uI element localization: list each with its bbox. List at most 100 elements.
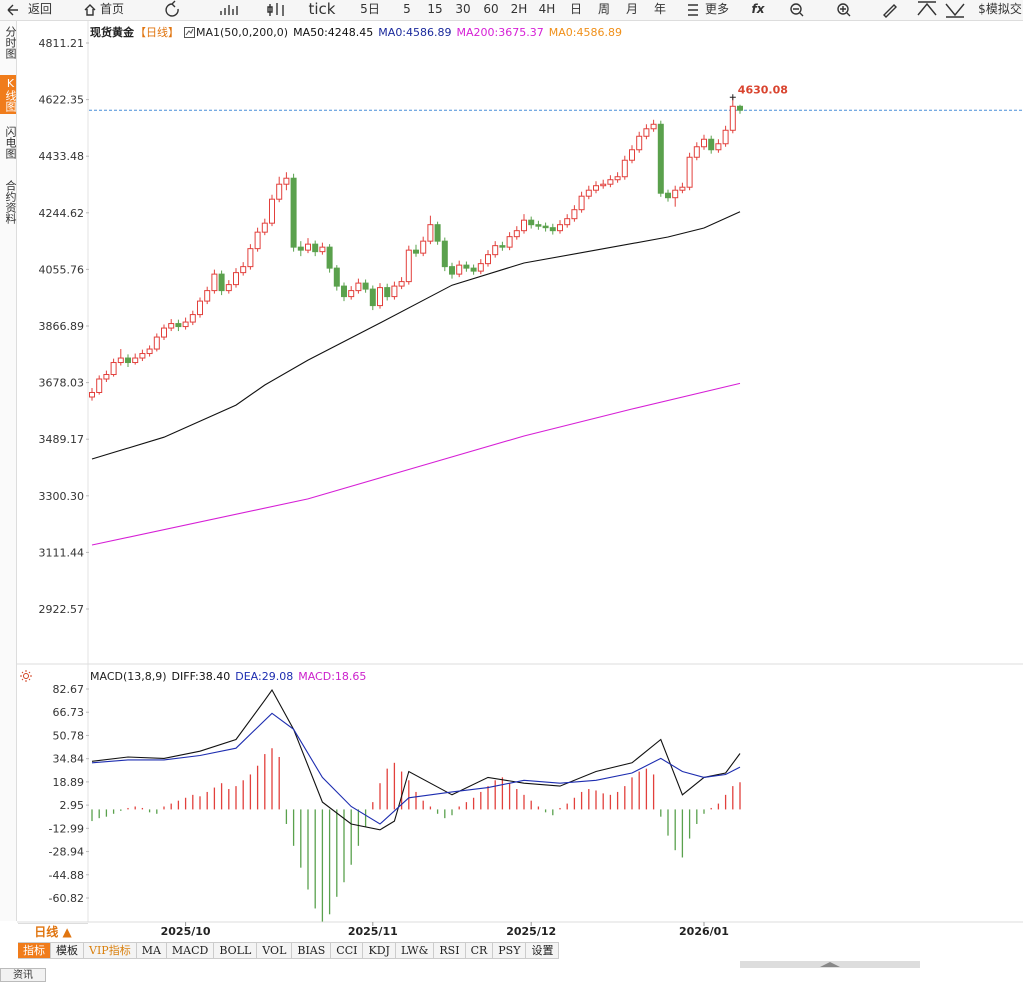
indicator-tab[interactable]: VIP指标 bbox=[84, 942, 137, 959]
candle-body bbox=[233, 272, 239, 286]
toolbar-button[interactable]: 日 bbox=[569, 2, 583, 16]
candle-body bbox=[636, 135, 643, 151]
candle-body bbox=[326, 246, 333, 269]
y-tick-label: 4244.62 bbox=[39, 207, 85, 220]
indicator-tab[interactable]: PSY bbox=[493, 942, 527, 959]
candle-body bbox=[477, 263, 484, 272]
candle-body bbox=[319, 246, 326, 253]
toolbar-button[interactable]: 60 bbox=[483, 2, 499, 16]
candle-body bbox=[593, 185, 599, 191]
candle-body bbox=[384, 287, 391, 298]
news-tab[interactable]: 资讯 bbox=[0, 968, 46, 982]
peak-marker bbox=[729, 94, 736, 101]
toolbar-button[interactable]: 30 bbox=[455, 2, 471, 16]
legend-entry: MA200:3675.37 bbox=[456, 25, 544, 39]
candle-body bbox=[737, 105, 743, 111]
candle-body bbox=[729, 105, 736, 131]
candle-body bbox=[513, 230, 520, 238]
toolbar-button[interactable]: fx bbox=[751, 2, 765, 16]
macd-icon bbox=[20, 670, 32, 682]
y-tick-label: -28.94 bbox=[49, 846, 84, 859]
y-tick-label: 3489.17 bbox=[39, 433, 85, 446]
candle-body bbox=[333, 267, 340, 287]
indicator-tab[interactable]: BIAS bbox=[292, 942, 332, 959]
candle-body bbox=[290, 177, 297, 248]
side-tab[interactable]: 合约资料 bbox=[4, 180, 17, 224]
y-tick-label: 2922.57 bbox=[39, 603, 85, 616]
y-tick-label: 3866.89 bbox=[39, 320, 85, 333]
toolbar-button[interactable]: 2H bbox=[510, 2, 528, 16]
candle-body bbox=[197, 300, 203, 316]
candle-body bbox=[110, 362, 117, 376]
candle-body bbox=[218, 273, 225, 292]
indicator-tab[interactable]: 模板 bbox=[51, 942, 84, 959]
y-tick-label: 2.95 bbox=[60, 799, 85, 812]
toolbar-button[interactable]: $模拟交 bbox=[978, 2, 1022, 16]
indicator-tab[interactable]: CR bbox=[465, 942, 494, 959]
candle-body bbox=[463, 264, 470, 269]
candle-body bbox=[600, 183, 607, 187]
period-selector[interactable]: 日线 ▲ bbox=[18, 923, 88, 941]
side-tab[interactable]: K线图 bbox=[0, 75, 17, 114]
legend-entry: DEA:29.08 bbox=[235, 670, 294, 683]
toolbar-button[interactable]: 15 bbox=[427, 2, 443, 16]
candle-body bbox=[449, 266, 455, 275]
candle-body bbox=[341, 285, 347, 298]
line bbox=[91, 211, 741, 460]
indicator-tab[interactable]: 设置 bbox=[526, 942, 560, 959]
toolbar-button[interactable]: 4H bbox=[538, 2, 556, 16]
candle-body bbox=[369, 288, 376, 307]
indicator-tab[interactable]: BOLL bbox=[214, 942, 258, 959]
candle-body bbox=[672, 189, 679, 199]
side-tab[interactable]: 分时图 bbox=[4, 26, 17, 59]
candle-body bbox=[305, 243, 311, 251]
candle-body bbox=[578, 195, 585, 211]
candle-body bbox=[571, 209, 578, 220]
y-tick-label: 4055.76 bbox=[39, 263, 85, 276]
candle-body bbox=[175, 323, 182, 328]
candle-body bbox=[665, 192, 671, 199]
indicator-tab[interactable]: MA bbox=[136, 942, 167, 959]
indicator-tabs: 指标 模板 VIP指标 MA MACD BOLL VOL BIAS CCI KDJ LW& RSI CR… bbox=[18, 942, 560, 959]
toolbar-button[interactable]: 5日 bbox=[360, 2, 380, 16]
toolbar-button[interactable]: 月 bbox=[625, 2, 639, 16]
candle-body bbox=[348, 290, 355, 298]
candle-body bbox=[204, 290, 211, 302]
candle-body bbox=[398, 281, 405, 287]
candle-body bbox=[427, 224, 434, 242]
legend-entry: DIFF:38.40 bbox=[171, 670, 231, 683]
toolbar-icons bbox=[7, 0, 965, 18]
toolbar-button[interactable]: 5 bbox=[403, 2, 411, 16]
indicator-tab[interactable]: CCI bbox=[331, 942, 364, 959]
toolbar-button[interactable]: 年 bbox=[653, 2, 667, 16]
line bbox=[91, 382, 741, 546]
candle-body bbox=[657, 123, 664, 194]
y-tick-label: 34.84 bbox=[53, 753, 85, 766]
indicator-tab[interactable]: KDJ bbox=[363, 942, 396, 959]
toolbar-button[interactable]: 周 bbox=[597, 2, 611, 16]
indicator-tab[interactable]: MACD bbox=[166, 942, 215, 959]
toolbar-button[interactable]: 返回 bbox=[27, 2, 53, 16]
indicator-tab[interactable]: LW& bbox=[395, 942, 435, 959]
candle-body bbox=[650, 123, 657, 130]
scroll-handle[interactable] bbox=[820, 962, 840, 967]
candle-body bbox=[276, 183, 283, 200]
candle-body bbox=[377, 287, 383, 307]
indicator-tab[interactable]: 指标 bbox=[18, 942, 51, 959]
toolbar-button[interactable]: tick bbox=[308, 0, 336, 18]
candle-body bbox=[708, 138, 715, 151]
candle-body bbox=[492, 245, 499, 256]
macd-legend: MACD(13,8,9) DIFF:38.40 DEA:29.08 MACD:18.6… bbox=[90, 670, 366, 683]
indicator-tab[interactable]: VOL bbox=[257, 942, 293, 959]
side-tab[interactable]: 闪电图 bbox=[4, 126, 17, 159]
candle-body bbox=[312, 243, 319, 253]
candle-body bbox=[269, 198, 275, 224]
toolbar-button[interactable]: 首页 bbox=[99, 2, 125, 16]
toolbar-button[interactable]: 更多 bbox=[704, 2, 730, 16]
candle-body bbox=[434, 224, 441, 242]
candle-body bbox=[629, 149, 635, 161]
period-label: 【日线】 bbox=[135, 26, 179, 39]
indicator-icon[interactable] bbox=[184, 26, 195, 38]
indicator-tab[interactable]: RSI bbox=[434, 942, 466, 959]
